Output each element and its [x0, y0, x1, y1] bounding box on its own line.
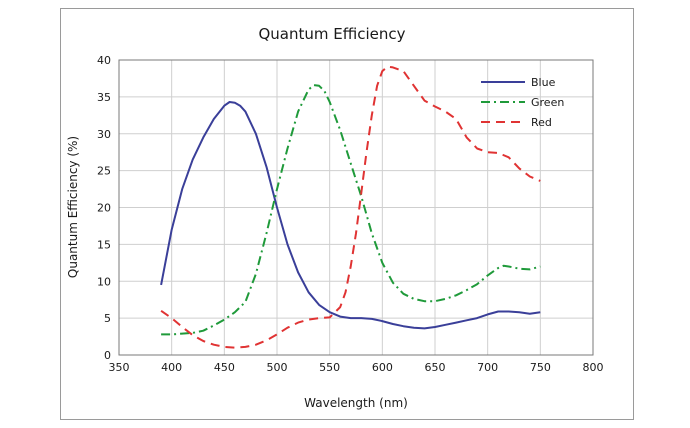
- x-tick-label: 600: [372, 361, 393, 374]
- y-tick-label: 25: [97, 165, 111, 178]
- y-axis-label: Quantum Efficiency (%): [66, 136, 80, 278]
- y-tick-label: 10: [97, 275, 111, 288]
- legend-label-red: Red: [531, 116, 552, 129]
- x-axis-label: Wavelength (nm): [304, 396, 408, 410]
- y-tick-label: 40: [97, 54, 111, 67]
- y-tick-label: 5: [104, 312, 111, 325]
- legend-label-green: Green: [531, 96, 564, 109]
- y-tick-label: 20: [97, 202, 111, 215]
- x-tick-label: 800: [583, 361, 604, 374]
- tick-labels: 350 400 450 500 550 600 650 700 750 800 0 5 10 15 20 25…: [97, 54, 604, 374]
- y-tick-label: 35: [97, 91, 111, 104]
- y-tick-label: 0: [104, 349, 111, 362]
- x-tick-label: 500: [267, 361, 288, 374]
- grid: [118, 59, 594, 356]
- legend: Blue Green Red: [481, 76, 564, 129]
- y-tick-label: 15: [97, 238, 111, 251]
- series-line-green: [161, 84, 541, 336]
- y-tick-label: 30: [97, 128, 111, 141]
- chart-frame: Quantum Efficiency 350 400 450 500 550 600 650…: [60, 8, 634, 420]
- series-line-blue: [160, 101, 541, 330]
- x-tick-label: 650: [425, 361, 446, 374]
- x-tick-label: 450: [214, 361, 235, 374]
- x-tick-label: 550: [319, 361, 340, 374]
- plot-area-border: [118, 59, 594, 356]
- x-tick-label: 750: [530, 361, 551, 374]
- x-tick-label: 400: [161, 361, 182, 374]
- series-line-red: [160, 65, 541, 349]
- legend-label-blue: Blue: [531, 76, 556, 89]
- x-tick-label: 700: [477, 361, 498, 374]
- x-tick-label: 350: [109, 361, 130, 374]
- qe-chart: Quantum Efficiency 350 400 450 500 550 600 650…: [66, 25, 604, 410]
- series-lines: [160, 65, 541, 349]
- chart-title: Quantum Efficiency: [258, 25, 405, 43]
